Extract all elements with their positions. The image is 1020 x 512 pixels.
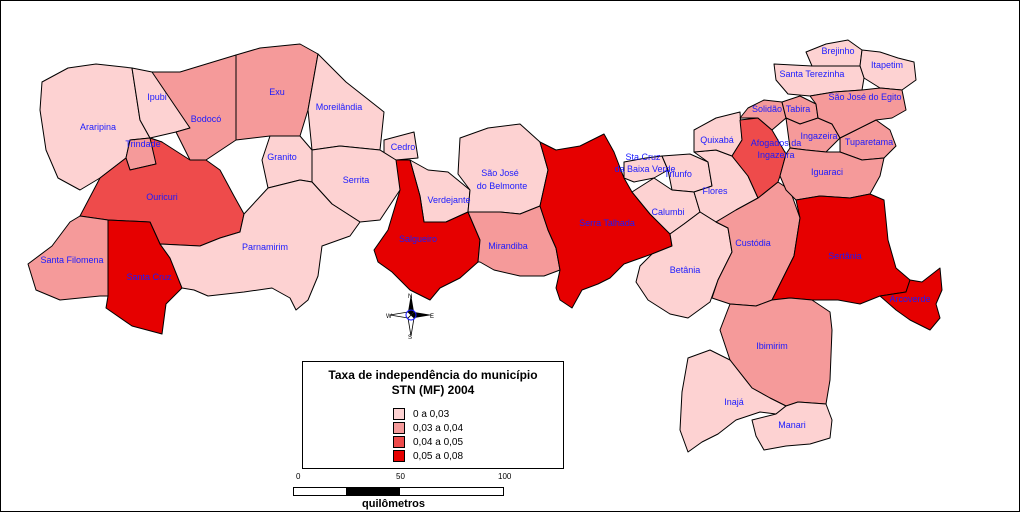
municipality-label: Serra Talhada: [579, 218, 635, 228]
municipality-area: [739, 99, 787, 131]
municipality-label: Exu: [269, 87, 285, 97]
municipality-label: Ibimirim: [756, 341, 788, 351]
legend-title-line1: Taxa de independência do município: [328, 368, 538, 382]
municipality-label: São José: [481, 168, 519, 178]
scale-bar-graphic: [293, 487, 504, 496]
scale-tick-100: 100: [498, 472, 512, 481]
municipality-label: Inajá: [724, 397, 744, 407]
municipality-label: Betânia: [670, 265, 701, 275]
municipality-label: Araripina: [80, 122, 116, 132]
municipality-label: Trindade: [125, 139, 160, 149]
municipality-label: Ouricuri: [146, 192, 178, 202]
scale-tick-50: 50: [396, 472, 405, 481]
municipality-label: Sta.Cruz: [625, 152, 661, 162]
municipality-label: Itapetim: [871, 60, 903, 70]
municipality-label: Brejinho: [821, 46, 854, 56]
municipality-label: Solidão: [752, 104, 782, 114]
legend-item: 0,04 a 0,05: [393, 436, 463, 448]
legend-swatch: [393, 450, 405, 462]
legend-title-line2: STN (MF) 2004: [391, 383, 475, 397]
municipality-label: Afogados da: [751, 138, 802, 148]
municipality-area: [539, 133, 673, 309]
legend-label: 0,05 a 0,08: [413, 450, 464, 462]
scale-tick-0: 0: [296, 472, 301, 481]
map-legend: Taxa de independência do município STN (…: [302, 361, 564, 469]
municipality-label: Custódia: [735, 238, 771, 248]
municipality-label: Salgueiro: [399, 234, 437, 244]
municipality-area: [679, 349, 787, 453]
municipality-label: da Baixa Verde: [614, 164, 675, 174]
legend-label: 0,04 a 0,05: [413, 436, 464, 448]
municipality-area: [159, 179, 361, 311]
municipality-area: [859, 49, 917, 91]
municipality-label: São José do Egito: [828, 92, 901, 102]
compass-n: N: [408, 294, 412, 300]
municipality-label: Tuparetama: [845, 137, 893, 147]
municipality-label: Mirandiba: [488, 241, 528, 251]
municipality-label: Sertânia: [828, 251, 862, 261]
municipality-label: Ingazeira: [757, 150, 794, 160]
legend-item: 0 a 0,03: [393, 408, 449, 420]
legend-swatch: [393, 436, 405, 448]
municipality-label: Arcoverde: [889, 294, 930, 304]
municipality-label: Quixabá: [700, 135, 734, 145]
municipality-label: Ingazeira: [800, 131, 837, 141]
municipality-area: [623, 155, 669, 183]
municipality-label: Calumbi: [651, 207, 684, 217]
legend-label: 0 a 0,03: [413, 408, 450, 420]
municipality-area: [373, 159, 481, 301]
municipality-label: Verdejante: [427, 195, 470, 205]
legend-label: 0,03 a 0,04: [413, 422, 464, 434]
municipality-label: Bodocó: [191, 114, 222, 124]
municipality-area: [879, 267, 943, 331]
municipality-label: Tabira: [786, 104, 811, 114]
municipality-label: do Belmonte: [477, 181, 528, 191]
municipality-label: Santa Terezinha: [780, 69, 845, 79]
municipality-label: Iguaraci: [811, 167, 843, 177]
legend-item: 0,03 a 0,04: [393, 422, 463, 434]
compass-s: S: [408, 335, 412, 340]
municipality-label: Moreilândia: [316, 102, 363, 112]
municipality-label: Parnamirim: [242, 242, 288, 252]
legend-title: Taxa de independência do município STN (…: [303, 368, 563, 398]
scale-unit: quilômetros: [362, 498, 425, 510]
legend-item: 0,05 a 0,08: [393, 450, 463, 462]
municipality-label: Granito: [267, 152, 297, 162]
municipality-label: Flores: [702, 186, 728, 196]
municipality-label: Santa Filomena: [40, 255, 103, 265]
municipality-area: [809, 87, 907, 139]
legend-swatch: [393, 422, 405, 434]
municipality-label: Serrita: [343, 175, 370, 185]
compass-e: E: [430, 314, 434, 320]
north-arrow-icon: N S W E: [386, 290, 436, 341]
municipality-area: [261, 135, 313, 189]
scale-bar: 0 50 100 quilômetros: [290, 472, 520, 512]
municipality-label: Triunfo: [664, 169, 692, 179]
compass-w: W: [386, 314, 392, 320]
municipality-area: [751, 401, 833, 451]
municipality-label: Santa Cruz: [126, 272, 172, 282]
municipality-label: Cedro: [391, 142, 416, 152]
municipality-label: Manari: [778, 420, 806, 430]
legend-swatch: [393, 408, 405, 420]
municipality-area: [693, 111, 743, 157]
municipality-label: Ipubi: [147, 92, 167, 102]
